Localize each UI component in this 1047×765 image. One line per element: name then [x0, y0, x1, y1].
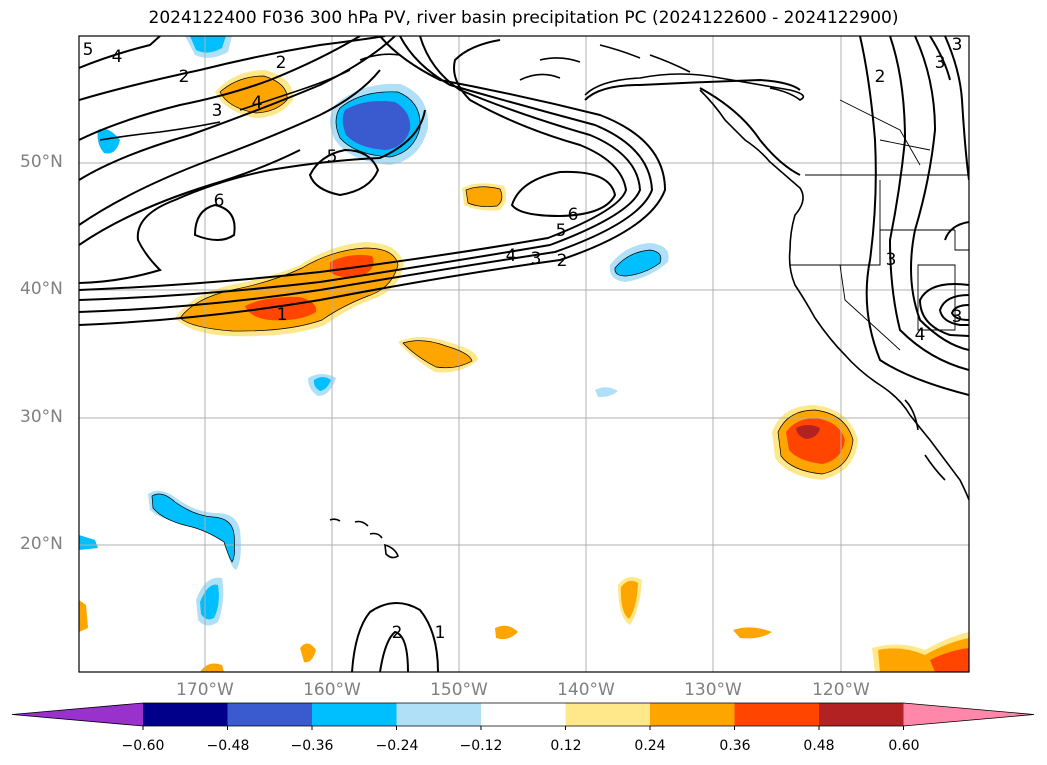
colorbar-segment	[227, 703, 313, 726]
contour-label: 1	[435, 623, 446, 643]
colorbar-extend-min	[12, 703, 143, 726]
pv-contour-nw4	[79, 69, 381, 226]
colorbar-tick-label: −0.48	[206, 738, 250, 754]
contour-label: 3	[886, 250, 897, 270]
contour-label: 3	[531, 249, 542, 269]
pos-anomaly-s-small2	[733, 627, 772, 639]
colorbar-tick-label: 0.48	[803, 738, 835, 754]
pv-contour-coast2	[699, 87, 801, 176]
pos-anomaly-s-small3	[300, 643, 316, 663]
pv-contour-6w	[193, 203, 236, 241]
colorbar-segment	[819, 703, 904, 726]
contour-label: 2	[276, 53, 287, 73]
pv-contour-low1	[918, 283, 969, 337]
contour-label: 3	[952, 35, 963, 55]
pv-contours	[79, 36, 969, 672]
colorbar-segment	[734, 703, 820, 726]
pv-contour-ne3	[910, 36, 969, 351]
pv-contour-coast1	[584, 78, 801, 101]
contour-labels: 5 4 2 2 3 4 5 6 6 5 4 3 2 1 2 3 3 3 4 3 …	[83, 35, 963, 643]
pv-contour-ne4	[944, 36, 969, 181]
contour-label: 3	[952, 307, 963, 327]
pv-contour-5	[79, 39, 628, 291]
lon-label-170w: 170°W	[176, 680, 234, 700]
pv-contour-ne1	[859, 36, 969, 396]
neg-anomaly-edge-w	[79, 535, 98, 550]
colorbar-tick-label: 0.36	[719, 738, 751, 754]
pv-contour-sw1	[351, 602, 439, 672]
pv-contour-wide	[79, 109, 426, 284]
figure-title: 2024122400 F036 300 hPa PV, river basin …	[148, 8, 899, 28]
colorbar	[11, 702, 1035, 730]
lon-label-120w: 120°W	[812, 680, 870, 700]
pv-contour-ne-mid	[944, 221, 969, 241]
colorbar-tick-label: 0.60	[888, 738, 920, 754]
contour-label: 4	[506, 246, 517, 266]
coastlines	[99, 44, 969, 559]
pv-contour-sw2	[379, 630, 409, 672]
state-borders	[790, 99, 969, 351]
contour-label: 5	[327, 147, 338, 167]
pv-contour-ne2	[888, 36, 969, 371]
pos-anomaly-sw-bottom	[200, 663, 224, 672]
colorbar-tick-label: −0.12	[459, 738, 503, 754]
contour-label: 5	[83, 40, 94, 60]
lon-label-130w: 130°W	[684, 680, 742, 700]
neg-anomaly-far-nw	[97, 128, 120, 154]
contour-label: 2	[392, 623, 403, 643]
contour-label: 6	[214, 191, 225, 211]
fill-outlines	[151, 75, 854, 563]
lat-label-40n: 40°N	[20, 279, 63, 299]
pv-contour-2	[79, 36, 667, 326]
contour-label: 2	[875, 67, 886, 87]
lat-label-30n: 30°N	[20, 407, 63, 427]
lon-label-140w: 140°W	[557, 680, 615, 700]
colorbar-tick-label: −0.60	[121, 738, 165, 754]
contour-label: 3	[935, 53, 946, 73]
pv-contour-nw1	[79, 36, 386, 101]
lon-label-150w: 150°W	[430, 680, 488, 700]
colorbar-segment	[650, 703, 735, 726]
lat-label-50n: 50°N	[20, 152, 63, 172]
precip-anomaly-fills	[79, 36, 969, 672]
lat-label-20n: 20°N	[20, 534, 63, 554]
pv-contour-5c	[308, 148, 380, 197]
map-frame	[78, 35, 970, 673]
colorbar-tick-label: 0.24	[634, 738, 666, 754]
contour-label: 5	[556, 221, 567, 241]
contour-label: 2	[557, 251, 568, 271]
contour-label: 1	[277, 305, 288, 325]
neg-anomaly-small-2	[595, 387, 618, 398]
colorbar-segment	[143, 703, 228, 726]
pv-contour-nw2	[79, 36, 361, 141]
colorbar-segment	[396, 703, 482, 726]
pv-contour-6a	[510, 170, 617, 218]
pv-contour-low3	[950, 304, 969, 321]
contour-label: 3	[212, 101, 223, 121]
pv-contour-3	[79, 36, 654, 313]
colorbar-tick-label: −0.36	[290, 738, 334, 754]
pv-contour-nw6	[79, 36, 161, 69]
contour-label: 2	[179, 67, 190, 87]
colorbar-tick-label: 0.12	[550, 738, 582, 754]
pv-contour-ne5	[929, 36, 951, 81]
lon-label-160w: 160°W	[303, 680, 361, 700]
colorbar-tick-label: −0.24	[375, 738, 419, 754]
pv-contour-4	[79, 36, 642, 301]
contour-label: 4	[112, 47, 123, 67]
pv-contour-nw5	[79, 149, 301, 246]
graticule	[79, 36, 969, 672]
contour-label: 4	[252, 93, 263, 113]
pos-anomaly-sw-edge	[79, 600, 88, 632]
colorbar-segment	[481, 703, 566, 726]
colorbar-extend-max	[903, 703, 1034, 726]
colorbar-segment	[565, 703, 651, 726]
contour-label: 6	[568, 205, 579, 225]
contour-label: 4	[915, 325, 926, 345]
pv-contour-low2	[938, 294, 969, 326]
colorbar-segment	[312, 703, 397, 726]
pos-anomaly-s-small	[495, 625, 518, 640]
